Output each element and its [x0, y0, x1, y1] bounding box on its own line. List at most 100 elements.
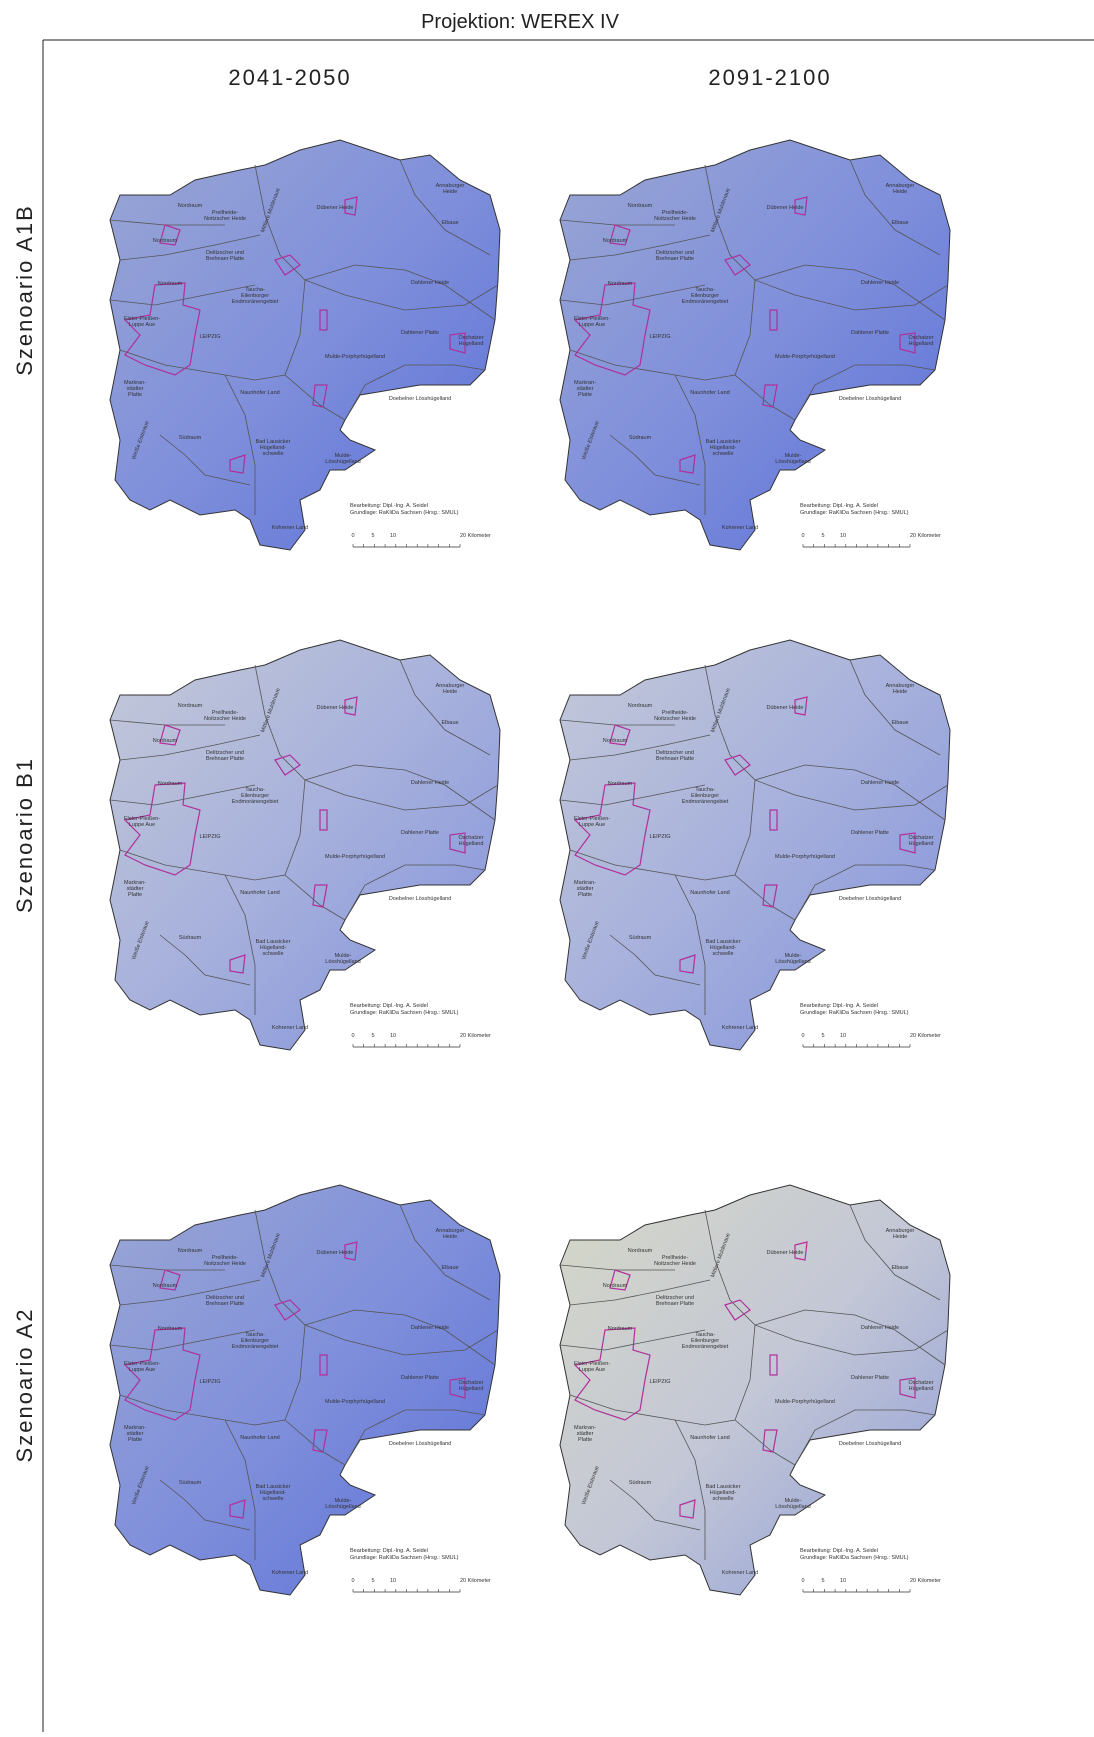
- map-panel: NordraumPrellheide-Noitzscher HeideDüben…: [110, 1185, 500, 1595]
- region-label: Naunhofer Land: [690, 890, 729, 896]
- label-line: Endmoränengebiet: [232, 1344, 279, 1350]
- region-label: Dübener Heide: [767, 205, 804, 211]
- label-line: Doebelner Lösshügelland: [389, 1441, 451, 1447]
- map-area: [110, 640, 500, 1050]
- label-line: Platte: [128, 1437, 142, 1443]
- region-label: Nordraum: [628, 203, 653, 209]
- label-line: Dübener Heide: [317, 205, 354, 211]
- region-label: Südraum: [179, 435, 202, 441]
- label-line: Nordraum: [628, 703, 653, 709]
- scale-label: 5: [821, 1578, 824, 1584]
- label-line: Dahlener Platte: [401, 830, 439, 836]
- label-line: schwelle: [262, 451, 283, 457]
- label-line: Noitzscher Heide: [654, 1261, 696, 1267]
- scale-label: 5: [821, 1033, 824, 1039]
- credit: Grundlage: RaKliDa Sachsen (Hrsg.: SMUL): [350, 1010, 459, 1016]
- label-line: Heide: [443, 689, 457, 695]
- label-line: Endmoränengebiet: [232, 299, 279, 305]
- region-label: Dahlener Platte: [401, 330, 439, 336]
- label-line: Noitzscher Heide: [654, 716, 696, 722]
- region-label: Dübener Heide: [317, 205, 354, 211]
- map-panel: NordraumPrellheide-Noitzscher HeideDüben…: [560, 640, 950, 1050]
- label-line: Luppe Aue: [129, 1367, 155, 1373]
- credit: Bearbeitung: Dipl.-Ing. A. Seidel: [800, 503, 878, 509]
- scale-label: 10: [840, 1033, 846, 1039]
- label-line: Nordraum: [178, 203, 203, 209]
- region-label: Elbaue: [891, 220, 908, 226]
- label-line: Doebelner Lösshügelland: [389, 896, 451, 902]
- region-label: Kohrener Land: [722, 1025, 758, 1031]
- region-label: Südraum: [629, 935, 652, 941]
- region-label: Mulde-Porphyrhügelland: [325, 1399, 385, 1405]
- region-label: Doebelner Lösshügelland: [839, 396, 901, 402]
- label-line: Mulde-Porphyrhügelland: [775, 854, 835, 860]
- label-line: Platte: [578, 892, 592, 898]
- label-line: Kohrener Land: [272, 1570, 308, 1576]
- credit: Bearbeitung: Dipl.-Ing. A. Seidel: [800, 1548, 878, 1554]
- region-label: Dübener Heide: [767, 705, 804, 711]
- label-line: Heide: [443, 1234, 457, 1240]
- label-line: Doebelner Lösshügelland: [389, 396, 451, 402]
- credit: Bearbeitung: Dipl.-Ing. A. Seidel: [350, 503, 428, 509]
- label-line: LEIPZIG: [199, 834, 220, 840]
- scale-label: 0: [801, 1578, 804, 1584]
- label-line: Brehnaer Platte: [206, 256, 244, 262]
- region-label: Elbaue: [441, 720, 458, 726]
- region-label: LEIPZIG: [199, 1379, 220, 1385]
- region-label: Kohrener Land: [272, 1570, 308, 1576]
- scale-label: 10: [390, 533, 396, 539]
- page: Projektion: WEREX IV 2041-2050 2091-2100…: [0, 0, 1094, 1732]
- label-line: Mulde-Porphyrhügelland: [325, 854, 385, 860]
- label-line: Endmoränengebiet: [682, 1344, 729, 1350]
- region-label: Nordraum: [158, 1326, 183, 1332]
- label-line: Nordraum: [628, 1248, 653, 1254]
- region-label: OschatzerHügelland: [458, 1380, 483, 1392]
- map-area: [110, 140, 500, 550]
- region-label: OschatzerHügelland: [458, 335, 483, 347]
- region-label: Delitzscher undBrehnaer Platte: [656, 1295, 694, 1307]
- label-line: Nordraum: [608, 781, 633, 787]
- label-line: Elbaue: [891, 220, 908, 226]
- label-line: Elbaue: [891, 1265, 908, 1271]
- scale-label: 20 Kilometer: [910, 1033, 941, 1039]
- label-line: Kohrener Land: [272, 1025, 308, 1031]
- label-line: Noitzscher Heide: [204, 216, 246, 222]
- region-label: Naunhofer Land: [240, 390, 279, 396]
- region-label: Dahlener Platte: [851, 330, 889, 336]
- scale-label: 10: [390, 1033, 396, 1039]
- region-label: Mulde-Porphyrhügelland: [775, 354, 835, 360]
- region-label: Nordraum: [158, 281, 183, 287]
- label-line: Dübener Heide: [767, 205, 804, 211]
- label-line: Brehnaer Platte: [656, 756, 694, 762]
- label-line: Naunhofer Land: [690, 390, 729, 396]
- label-line: Brehnaer Platte: [656, 1301, 694, 1307]
- credit: Grundlage: RaKliDa Sachsen (Hrsg.: SMUL): [800, 1555, 909, 1561]
- label-line: LEIPZIG: [199, 334, 220, 340]
- label-line: Dahlener Heide: [411, 280, 449, 286]
- column-header: 2091-2100: [708, 65, 831, 90]
- label-line: Heide: [893, 189, 907, 195]
- region-label: LEIPZIG: [649, 334, 670, 340]
- label-line: Hügelland: [909, 1386, 934, 1392]
- label-line: Nordraum: [608, 1326, 633, 1332]
- region-label: Kohrener Land: [272, 525, 308, 531]
- label-line: Doebelner Lösshügelland: [839, 396, 901, 402]
- region-label: Delitzscher undBrehnaer Platte: [206, 750, 244, 762]
- region-label: Elbaue: [441, 1265, 458, 1271]
- label-line: Dübener Heide: [767, 1250, 804, 1256]
- region-label: OschatzerHügelland: [908, 835, 933, 847]
- label-line: Südraum: [179, 435, 202, 441]
- scale-label: 5: [371, 1033, 374, 1039]
- label-line: Endmoränengebiet: [682, 799, 729, 805]
- region-label: Dahlener Platte: [401, 1375, 439, 1381]
- scale-label: 0: [351, 1578, 354, 1584]
- label-line: Kohrener Land: [722, 1025, 758, 1031]
- region-label: Nordraum: [608, 781, 633, 787]
- region-label: Naunhofer Land: [240, 1435, 279, 1441]
- label-line: Endmoränengebiet: [682, 299, 729, 305]
- region-label: LEIPZIG: [649, 834, 670, 840]
- region-label: Kohrener Land: [722, 1570, 758, 1576]
- region-label: Nordraum: [153, 1283, 178, 1289]
- credit: Grundlage: RaKliDa Sachsen (Hrsg.: SMUL): [800, 1010, 909, 1016]
